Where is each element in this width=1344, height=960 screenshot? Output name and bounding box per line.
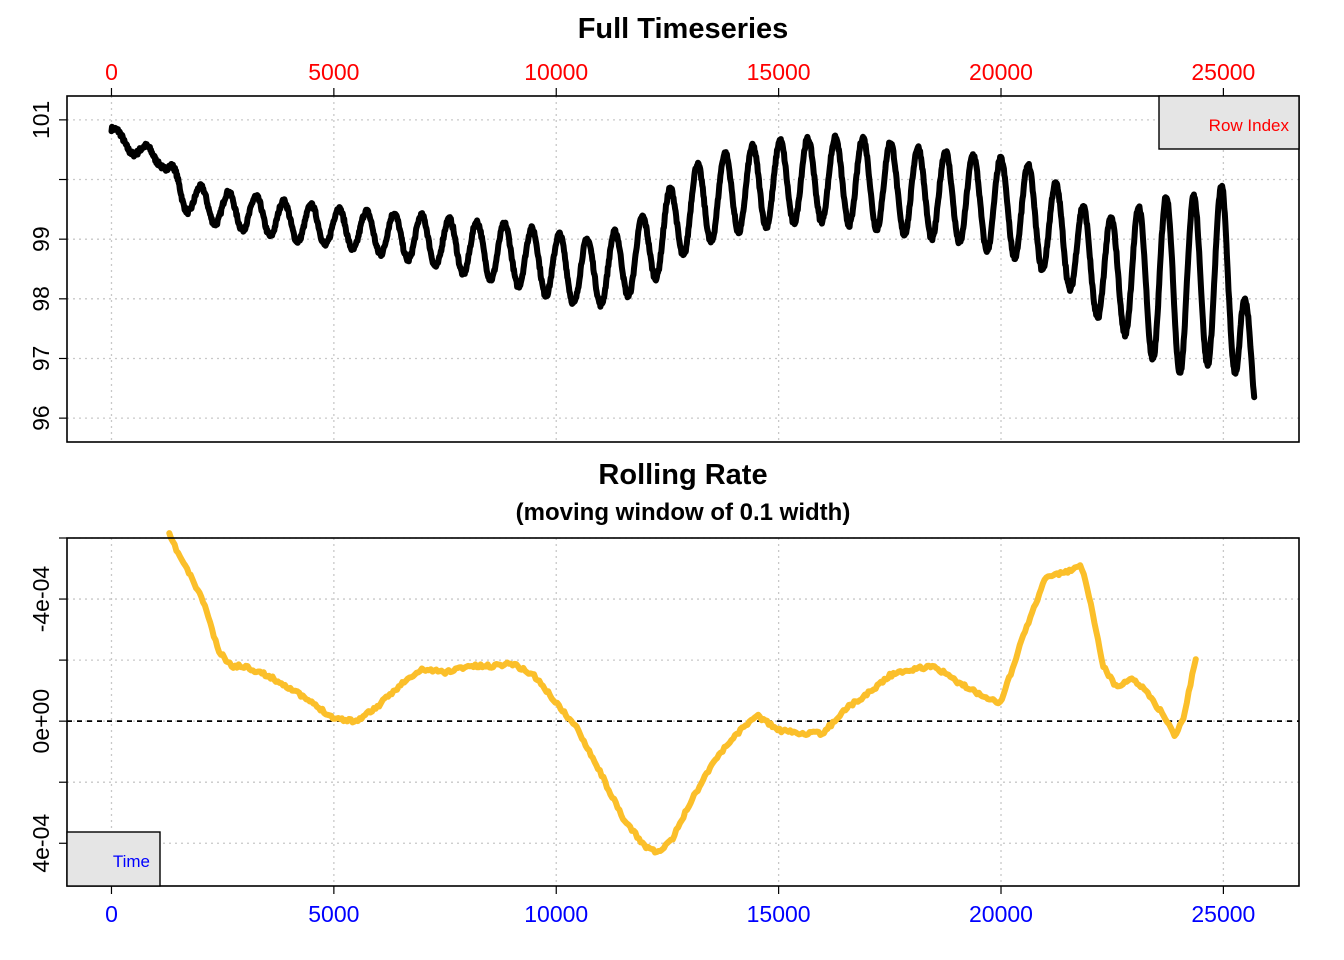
grid-bottom [67,537,1299,886]
x-tick-label: 15000 [747,901,811,927]
series-bottom [166,530,1199,856]
series-top [108,123,1258,401]
legend-box-top [1158,95,1300,150]
y-tick-label: 97 [28,346,54,372]
x-tick-label: 10000 [524,59,588,85]
y-tick-label: 0e+00 [28,689,54,754]
panel-full-timeseries: Full Timeseries 0 5000 10000 15000 20000 2500… [28,13,1300,443]
grid-top [67,96,1299,442]
y-axis-bottom: 4e-04 0e+00 -4e-04 [28,537,67,873]
y-axis-top: 96 97 98 99 101 [28,101,67,431]
x-tick-label: 25000 [1191,901,1255,927]
legend-label-bottom: Time [113,852,150,871]
x-axis-top: 0 5000 10000 15000 20000 25000 [105,59,1255,96]
legend-bottom: Time [66,831,161,887]
y-tick-label: 4e-04 [28,814,54,873]
x-tick-label: 10000 [524,901,588,927]
x-tick-label: 15000 [747,59,811,85]
legend-box-bottom [66,831,161,887]
x-tick-label: 20000 [969,901,1033,927]
plot-frame-top [66,95,1300,443]
y-tick-label: -4e-04 [28,566,54,633]
y-tick-label: 99 [28,226,54,252]
chart-title-bottom: Rolling Rate [598,459,767,491]
panel-rolling-rate: Rolling Rate (moving window of 0.1 width… [28,459,1300,927]
x-tick-label: 0 [105,901,118,927]
x-tick-label: 0 [105,59,118,85]
x-tick-label: 25000 [1191,59,1255,85]
chart-subtitle-bottom: (moving window of 0.1 width) [516,499,851,526]
x-axis-bottom: 0 5000 10000 15000 20000 25000 [105,886,1255,927]
y-tick-label: 98 [28,286,54,312]
chart-title-top: Full Timeseries [578,13,789,45]
legend-top: Row Index [1158,95,1300,150]
legend-label-top: Row Index [1209,116,1290,135]
y-tick-label: 101 [28,101,54,139]
y-tick-label: 96 [28,405,54,431]
plot-frame-bottom [66,537,1300,887]
series-line-full-timeseries [108,123,1258,401]
x-tick-label: 5000 [308,59,359,85]
x-tick-label: 5000 [308,901,359,927]
series-line-rolling-rate [166,530,1199,856]
x-tick-label: 20000 [969,59,1033,85]
